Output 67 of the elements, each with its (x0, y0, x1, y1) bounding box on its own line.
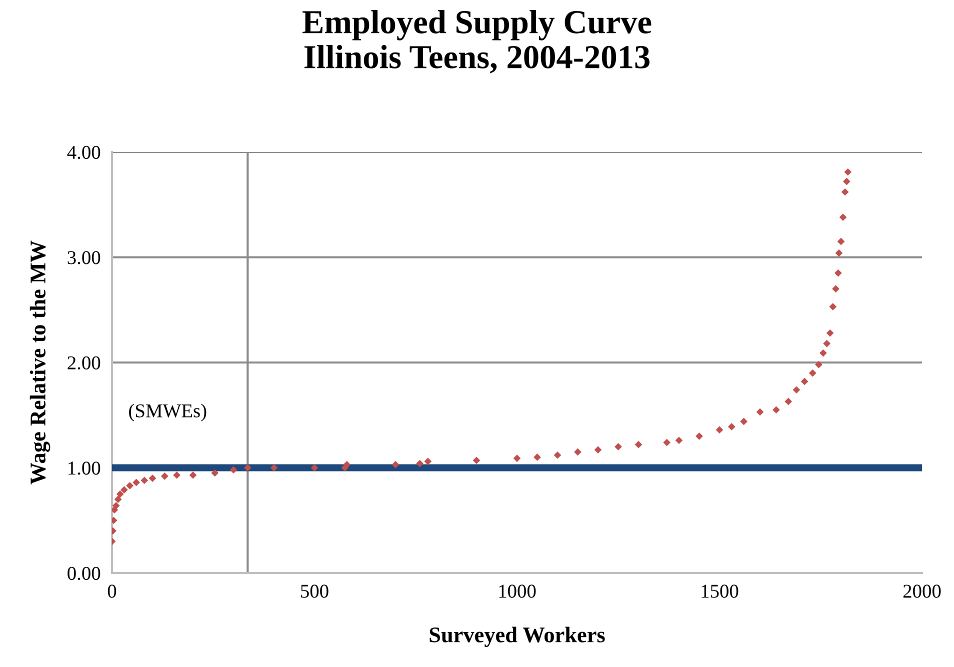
point (554, 451, 562, 459)
point (132, 478, 140, 486)
point (834, 269, 842, 277)
point (244, 464, 252, 472)
point (815, 360, 822, 368)
point (148, 474, 156, 482)
x-tick-label: 1000 (499, 584, 536, 598)
point (772, 406, 780, 414)
x-tick-label: 2000 (903, 584, 941, 598)
point (534, 454, 541, 461)
point (842, 178, 850, 186)
point (784, 398, 792, 406)
y-axis-title: Wage Relative to the MW (30, 240, 50, 484)
point (823, 340, 830, 348)
point (835, 249, 843, 257)
point (112, 502, 120, 510)
y-tick-label: 3.00 (68, 251, 100, 264)
point (756, 408, 764, 416)
point (696, 432, 703, 440)
chart-title: Employed Supply Curve Illinois Teens, 2004-2013 (302, 10, 652, 74)
point (839, 214, 847, 221)
point (173, 471, 180, 479)
point (594, 446, 602, 454)
point (740, 418, 748, 426)
point (841, 188, 849, 196)
point (230, 466, 238, 474)
point (160, 472, 168, 480)
point (808, 369, 816, 377)
point (392, 460, 400, 468)
point (416, 460, 424, 468)
x-tick-label: 1500 (702, 584, 738, 598)
point (829, 303, 837, 310)
point (832, 285, 840, 292)
point (663, 438, 671, 446)
point (211, 469, 219, 477)
y-tick-label: 1.00 (68, 462, 100, 475)
x-tick-label: 0 (108, 584, 116, 598)
point (820, 349, 827, 357)
x-tick-label: 500 (301, 584, 328, 598)
point (675, 436, 683, 444)
point (800, 378, 808, 386)
x-axis-title: Surveyed Workers (430, 626, 605, 647)
point (120, 486, 128, 494)
point (614, 443, 622, 450)
y-tick-label: 2.00 (68, 356, 100, 370)
point (270, 464, 278, 472)
point (826, 329, 834, 337)
point (114, 496, 122, 503)
point (634, 440, 642, 448)
point (716, 426, 724, 434)
point (116, 490, 124, 498)
point (424, 458, 432, 466)
point (310, 464, 318, 472)
annotation: (SMWEs) (129, 404, 206, 422)
y-tick-label: 4.00 (67, 146, 100, 160)
point (844, 168, 852, 176)
y-tick-label: 0.00 (68, 566, 100, 580)
point (792, 386, 800, 394)
point (837, 238, 845, 246)
point (343, 460, 351, 468)
point (574, 448, 582, 456)
point (513, 454, 521, 462)
point (140, 476, 148, 484)
point (472, 456, 480, 464)
point (126, 482, 134, 490)
point (189, 471, 197, 479)
point (728, 423, 736, 430)
